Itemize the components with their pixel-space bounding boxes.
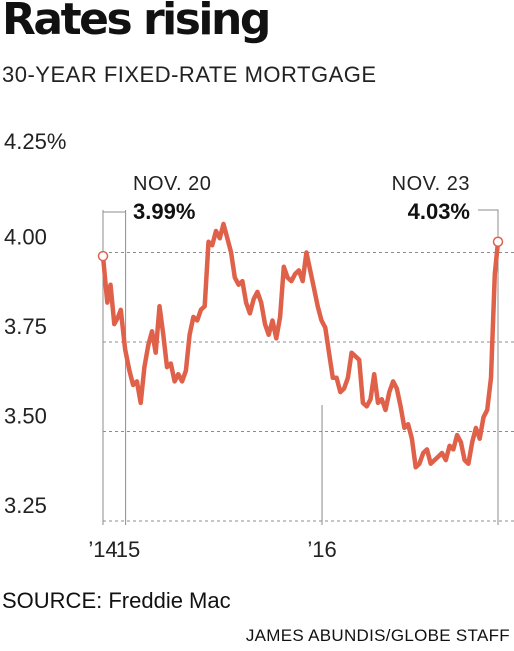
series-layer — [100, 221, 501, 470]
annotations: NOV. 20 3.99% NOV. 23 4.03% — [97, 173, 504, 262]
annotation-value-label: 4.03% — [408, 199, 470, 224]
x-axis: ’14’15 ’16 — [88, 537, 336, 562]
graphic-credit: JAMES ABUNDIS/GLOBE STAFF — [245, 626, 510, 645]
x-tick-label: ’16 — [307, 537, 336, 562]
annotation-marker — [492, 236, 504, 248]
annotation-marker — [97, 250, 109, 262]
source-note: SOURCE: Freddie Mac — [2, 588, 231, 613]
y-tick-label: 4.25% — [4, 129, 66, 154]
annotation-date-label: NOV. 23 — [392, 173, 470, 195]
annotation-leader — [102, 211, 125, 251]
gridlines — [103, 252, 514, 522]
y-tick-label: 3.50 — [4, 404, 47, 429]
chart-title: Rates rising — [2, 0, 271, 45]
annotation-leader — [478, 209, 499, 236]
x-tick-label: ’15 — [111, 537, 140, 562]
annotation-date-label: NOV. 20 — [133, 173, 211, 195]
chart-subtitle: 30-YEAR FIXED-RATE MORTGAGE — [2, 62, 377, 87]
y-tick-label: 3.25 — [4, 493, 47, 518]
y-tick-label: 4.00 — [4, 225, 47, 250]
series-line-mortgage-rate — [100, 221, 501, 470]
reference-lines — [102, 210, 499, 525]
y-axis: 4.25% 4.00 3.75 3.50 3.25 — [4, 129, 66, 518]
annotation-value-label: 3.99% — [133, 199, 195, 224]
y-tick-label: 3.75 — [4, 314, 47, 339]
x-tick-label: ’14 — [88, 537, 117, 562]
